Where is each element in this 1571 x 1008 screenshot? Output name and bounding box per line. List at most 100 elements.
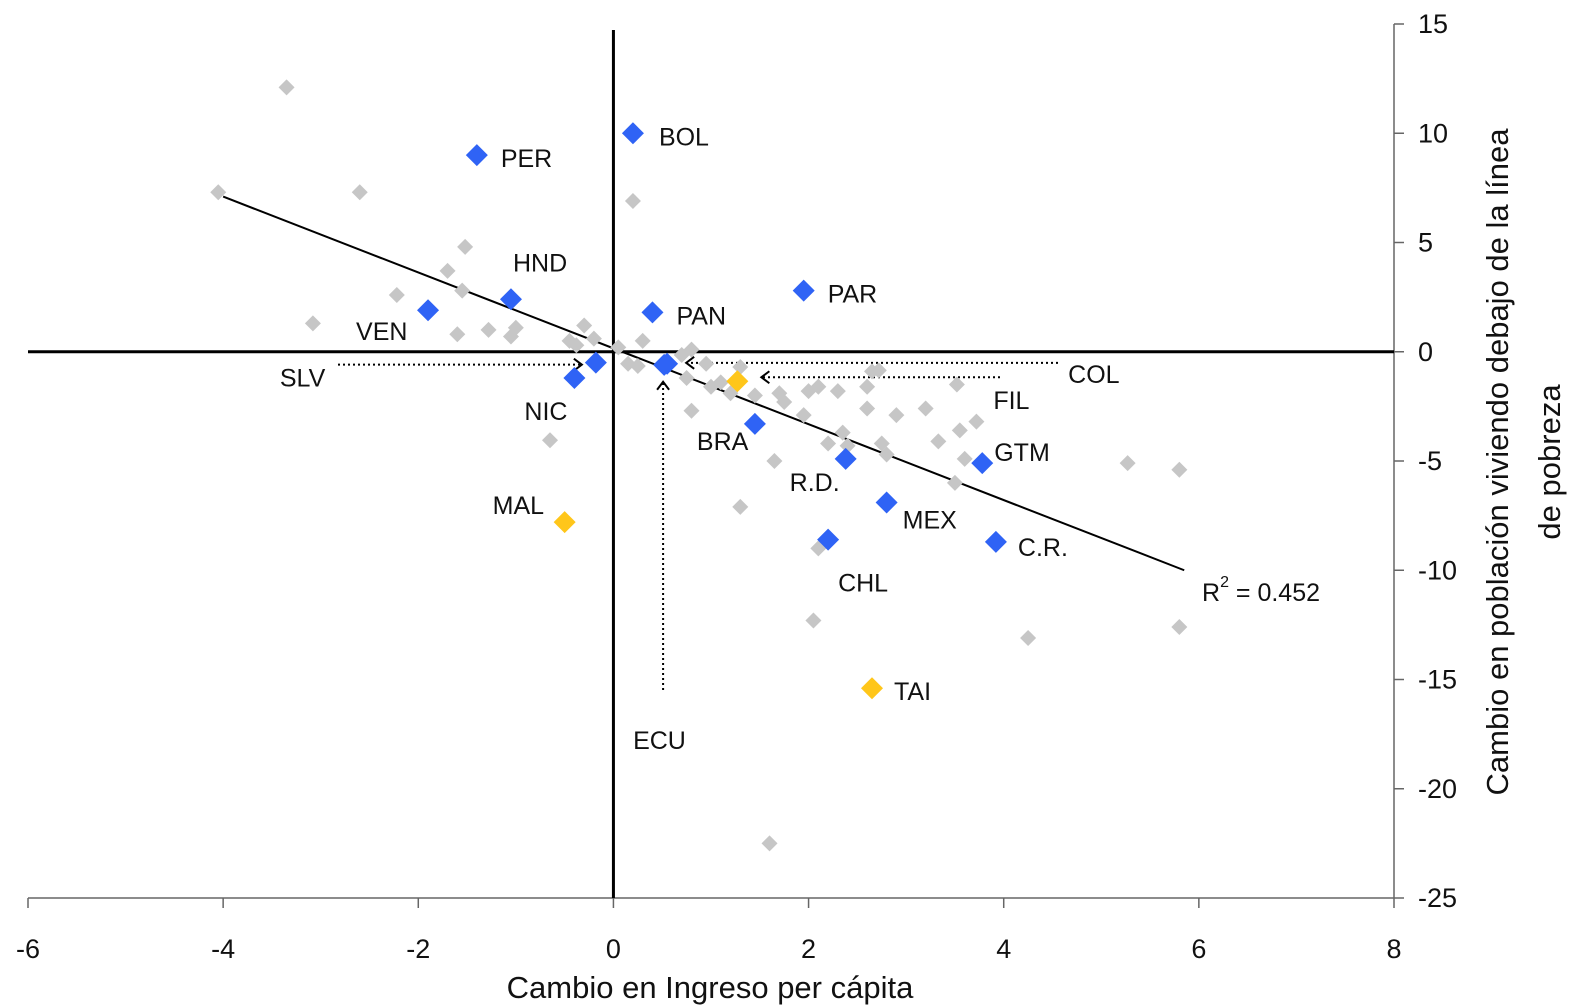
point-label: BRA xyxy=(697,428,749,456)
background-point xyxy=(839,437,856,454)
highlighted-point xyxy=(792,279,815,302)
background-point xyxy=(712,374,729,391)
background-point xyxy=(683,402,700,419)
highlighted-point xyxy=(499,288,522,311)
y-tick-label: -25 xyxy=(1418,883,1457,913)
background-point xyxy=(457,238,474,255)
highlighted-point xyxy=(984,530,1007,553)
background-point xyxy=(834,424,851,441)
highlighted-point xyxy=(834,447,857,470)
point-labels: BOL PER HND VEN PAN PAR SLV NIC ECU COL BRA R.D. GTM… xyxy=(280,123,1120,755)
background-point xyxy=(304,315,321,332)
point-label: GTM xyxy=(994,439,1050,467)
background-point xyxy=(480,321,497,338)
highlighted-point xyxy=(743,412,766,435)
background-point xyxy=(585,330,602,347)
x-tick-label: -2 xyxy=(406,934,430,964)
y-axis-title-line-2: de pobreza xyxy=(1532,384,1567,540)
background-point xyxy=(829,383,846,400)
trendline xyxy=(222,195,1185,572)
y-tick-label: -20 xyxy=(1418,774,1457,804)
background-point xyxy=(439,262,456,279)
point-label: CHL xyxy=(838,570,888,598)
background-point xyxy=(698,355,715,372)
x-tick-label: -6 xyxy=(16,934,40,964)
x-tick-label: 2 xyxy=(801,934,816,964)
arrow-annotations xyxy=(338,356,1058,690)
point-label: PAR xyxy=(828,281,878,309)
point-label: BOL xyxy=(659,123,709,151)
background-point xyxy=(951,422,968,439)
y-axis-title: Cambio en población viviendo debajo de l… xyxy=(1480,128,1567,796)
background-point xyxy=(948,376,965,393)
background-point xyxy=(634,332,651,349)
point-label: PAN xyxy=(676,302,726,330)
background-point xyxy=(795,407,812,424)
highlighted-point xyxy=(417,299,440,322)
accent-point xyxy=(726,370,749,393)
x-tick-label: 4 xyxy=(996,934,1011,964)
background-point xyxy=(810,378,827,395)
background-point xyxy=(1171,619,1188,636)
highlighted-point xyxy=(875,491,898,514)
background-point xyxy=(878,446,895,463)
point-label: NIC xyxy=(524,398,567,426)
point-label: R.D. xyxy=(790,469,840,497)
y-tick-label: 15 xyxy=(1418,9,1448,39)
highlighted-point xyxy=(653,353,676,376)
y-tick-label: -5 xyxy=(1418,446,1442,476)
background-point xyxy=(210,184,227,201)
background-point xyxy=(502,328,519,345)
highlighted-point xyxy=(465,144,488,167)
x-tick-label: 0 xyxy=(606,934,621,964)
point-label: C.R. xyxy=(1018,534,1068,562)
x-tick-label: 6 xyxy=(1191,934,1206,964)
background-point xyxy=(776,394,793,411)
background-point xyxy=(620,355,637,372)
y-tick-label: 10 xyxy=(1418,118,1448,148)
background-point xyxy=(576,317,593,334)
background-point xyxy=(946,474,963,491)
background-point xyxy=(766,453,783,469)
highlighted-point xyxy=(621,122,644,145)
x-tick-label: 8 xyxy=(1386,934,1401,964)
y-tick-label: -15 xyxy=(1418,665,1457,695)
background-point xyxy=(678,369,695,386)
x-tick-label: -4 xyxy=(211,934,235,964)
y-axis-title-line-1: Cambio en población viviendo debajo de l… xyxy=(1480,128,1515,796)
background-point xyxy=(888,407,905,424)
background-point xyxy=(859,378,876,395)
background-point xyxy=(732,498,749,515)
trend xyxy=(222,195,1185,572)
background-point xyxy=(917,400,934,417)
background-point xyxy=(610,339,627,356)
ecu-arrow-head xyxy=(656,380,670,391)
x-axis-title: Cambio en Ingreso per cápita xyxy=(507,970,914,1005)
slv-arrow-head xyxy=(573,357,584,372)
background-point xyxy=(930,433,947,450)
r-squared-label: R2 = 0.452 xyxy=(1202,574,1320,607)
background-point xyxy=(1020,629,1037,646)
highlighted-point xyxy=(971,452,994,475)
point-label: VEN xyxy=(356,318,407,346)
background-point xyxy=(388,286,405,303)
background-point xyxy=(968,413,985,430)
background-point xyxy=(624,192,641,209)
background-point xyxy=(1171,461,1188,478)
background-point xyxy=(820,435,837,452)
background-point xyxy=(351,184,368,201)
background-point xyxy=(561,332,578,349)
background-point xyxy=(956,450,973,467)
background-point xyxy=(542,432,559,449)
point-label: HND xyxy=(513,249,567,277)
accent-point xyxy=(553,511,576,534)
point-label: ECU xyxy=(633,727,686,755)
point-label: TAI xyxy=(894,678,931,706)
background-point xyxy=(683,341,700,358)
background-point xyxy=(732,359,749,376)
background-point xyxy=(278,79,295,96)
point-label: PER xyxy=(501,145,552,173)
background-point xyxy=(449,326,466,343)
data-points xyxy=(210,79,1188,852)
